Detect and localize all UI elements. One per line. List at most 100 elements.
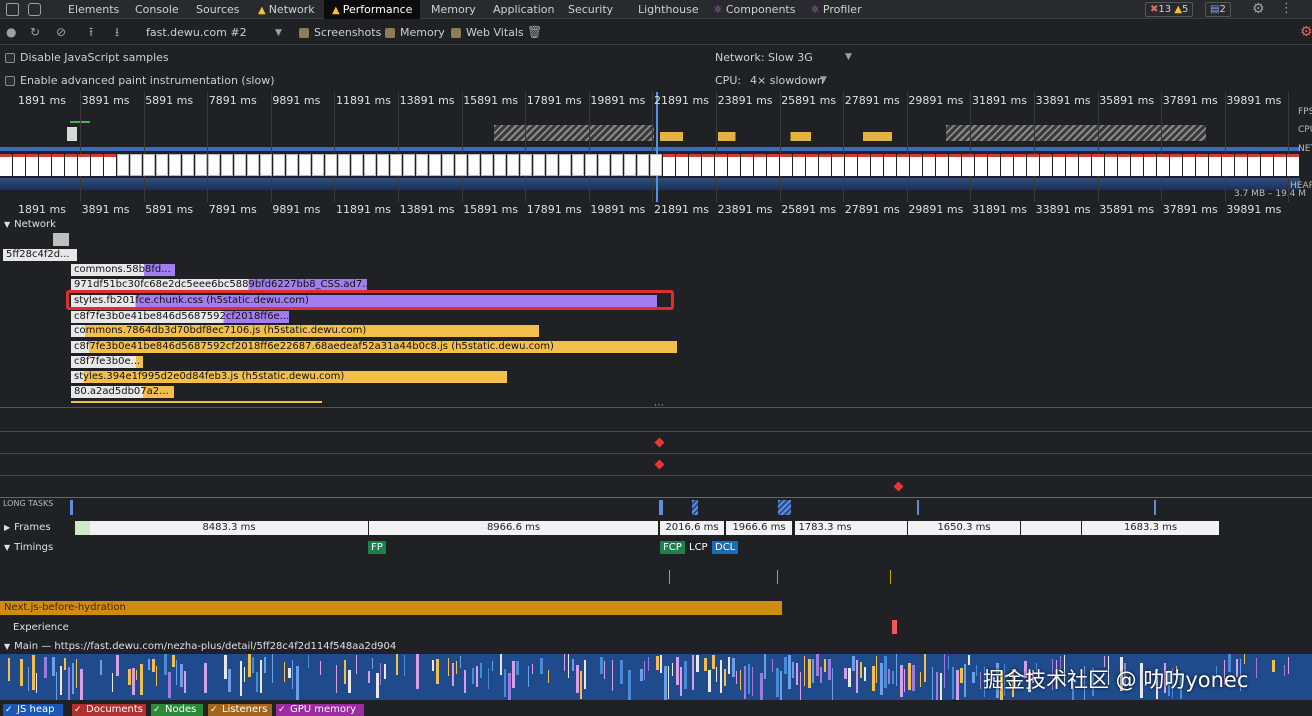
screenshot-thumbnail[interactable] <box>923 154 935 176</box>
flame-slice[interactable] <box>272 654 273 683</box>
flame-slice[interactable] <box>1176 666 1177 681</box>
screenshot-thumbnail[interactable] <box>468 154 480 176</box>
flame-slice[interactable] <box>548 670 549 683</box>
screenshot-thumbnail[interactable] <box>442 154 454 176</box>
flame-slice[interactable] <box>152 659 155 672</box>
screenshot-thumbnail[interactable] <box>130 154 142 176</box>
flame-slice[interactable] <box>204 663 207 693</box>
flame-slice[interactable] <box>600 657 603 674</box>
flame-slice[interactable] <box>52 657 55 676</box>
flame-slice[interactable] <box>1156 669 1158 699</box>
screenshot-thumbnail[interactable] <box>780 154 792 176</box>
flame-slice[interactable] <box>372 658 373 669</box>
screenshot-thumbnail[interactable] <box>325 154 337 176</box>
trash-icon[interactable]: 🗑 <box>527 25 543 39</box>
flame-slice[interactable] <box>744 666 746 699</box>
screenshot-thumbnail[interactable] <box>481 154 493 176</box>
upload-icon[interactable]: ⭱ <box>89 25 94 39</box>
frame-segment[interactable] <box>855 521 907 535</box>
flame-slice[interactable] <box>1036 663 1037 677</box>
screenshot-thumbnail[interactable] <box>416 154 428 176</box>
disable-js-samples-checkbox[interactable] <box>5 53 15 63</box>
screenshot-thumbnail[interactable] <box>1105 154 1117 176</box>
long-task[interactable] <box>917 500 919 515</box>
flame-slice[interactable] <box>832 668 833 700</box>
frame-segment[interactable]: 1966.6 ms <box>726 521 792 535</box>
flame-slice[interactable] <box>656 656 659 670</box>
flame-slice[interactable] <box>308 655 309 668</box>
download-icon[interactable]: ⭳ <box>115 25 120 39</box>
flame-slice[interactable] <box>100 660 102 675</box>
flame-slice[interactable] <box>760 673 763 700</box>
tab-performance[interactable]: ▲ Performance <box>324 0 421 19</box>
cpu-throttle-select[interactable]: 4× slowdown <box>750 74 824 87</box>
layout-shift-marker[interactable] <box>892 620 897 634</box>
flame-slice[interactable] <box>432 660 434 671</box>
screenshot-thumbnail[interactable] <box>39 154 51 176</box>
flame-slice[interactable] <box>972 672 975 683</box>
flame-slice[interactable] <box>740 670 741 690</box>
flame-slice[interactable] <box>356 655 357 674</box>
screenshot-thumbnail[interactable] <box>1053 154 1065 176</box>
screenshot-thumbnail[interactable] <box>637 154 649 176</box>
network-request[interactable]: c8f7fe3b0e41be846d5687592cf2018ff6e... <box>71 311 289 323</box>
flame-slice[interactable] <box>584 660 586 689</box>
flame-slice[interactable] <box>156 666 157 686</box>
flame-slice[interactable] <box>1236 659 1238 677</box>
screenshot-thumbnail[interactable] <box>871 154 883 176</box>
screenshot-thumbnail[interactable] <box>819 154 831 176</box>
flame-slice[interactable] <box>1084 666 1085 700</box>
flame-slice[interactable] <box>148 659 150 670</box>
flame-slice[interactable] <box>564 654 565 671</box>
screenshot-thumbnail[interactable] <box>689 154 701 176</box>
tab-sources[interactable]: Sources <box>196 3 240 16</box>
flame-slice[interactable] <box>116 655 119 676</box>
flame-slice[interactable] <box>1072 672 1074 700</box>
screenshot-thumbnail[interactable] <box>559 154 571 176</box>
flame-slice[interactable] <box>820 667 822 683</box>
screenshot-thumbnail[interactable] <box>663 154 675 176</box>
flame-slice[interactable] <box>1004 664 1005 696</box>
flame-slice[interactable] <box>1244 654 1245 664</box>
screenshot-thumbnail[interactable] <box>1027 154 1039 176</box>
screenshot-thumbnail[interactable] <box>156 154 168 176</box>
screenshot-thumbnail[interactable] <box>13 154 25 176</box>
flame-slice[interactable] <box>812 659 814 683</box>
flame-slice[interactable] <box>672 663 673 676</box>
documents-legend[interactable]: Documents <box>72 704 146 716</box>
flame-slice[interactable] <box>684 661 687 689</box>
flame-slice[interactable] <box>932 667 933 700</box>
flame-slice[interactable] <box>808 659 811 688</box>
screenshot-thumbnail[interactable] <box>52 154 64 176</box>
screenshot-thumbnail[interactable] <box>806 154 818 176</box>
flame-slice[interactable] <box>480 663 482 678</box>
flame-slice[interactable] <box>660 655 662 673</box>
tab-console[interactable]: Console <box>135 3 179 16</box>
screenshot-thumbnail[interactable] <box>1287 154 1299 176</box>
flame-slice[interactable] <box>900 665 903 697</box>
tab-lighthouse[interactable]: Lighthouse <box>638 3 699 16</box>
tab-application[interactable]: Application <box>493 3 555 16</box>
flame-slice[interactable] <box>964 664 966 697</box>
user-timing-bar[interactable]: Next.js-before-hydration <box>0 601 782 615</box>
inspect-element-icon[interactable] <box>6 3 19 16</box>
network-track-header[interactable]: ▼ Network <box>4 219 56 230</box>
screenshot-thumbnail[interactable] <box>1196 154 1208 176</box>
network-request[interactable]: commons.58b8fd... <box>71 264 175 276</box>
flame-slice[interactable] <box>804 656 805 686</box>
flame-slice[interactable] <box>680 667 682 696</box>
flame-slice[interactable] <box>8 658 10 681</box>
screenshot-thumbnail[interactable] <box>234 154 246 176</box>
flame-slice[interactable] <box>1060 656 1061 669</box>
main-thread-flame[interactable] <box>0 654 1312 700</box>
screenshot-thumbnail[interactable] <box>520 154 532 176</box>
screenshot-thumbnail[interactable] <box>1118 154 1130 176</box>
flame-slice[interactable] <box>68 667 70 700</box>
screenshot-thumbnail[interactable] <box>1209 154 1221 176</box>
flame-slice[interactable] <box>708 670 711 692</box>
flame-slice[interactable] <box>956 670 959 700</box>
flame-slice[interactable] <box>508 673 511 700</box>
flame-slice[interactable] <box>284 662 285 682</box>
flame-slice[interactable] <box>716 667 717 682</box>
flame-slice[interactable] <box>736 671 737 684</box>
